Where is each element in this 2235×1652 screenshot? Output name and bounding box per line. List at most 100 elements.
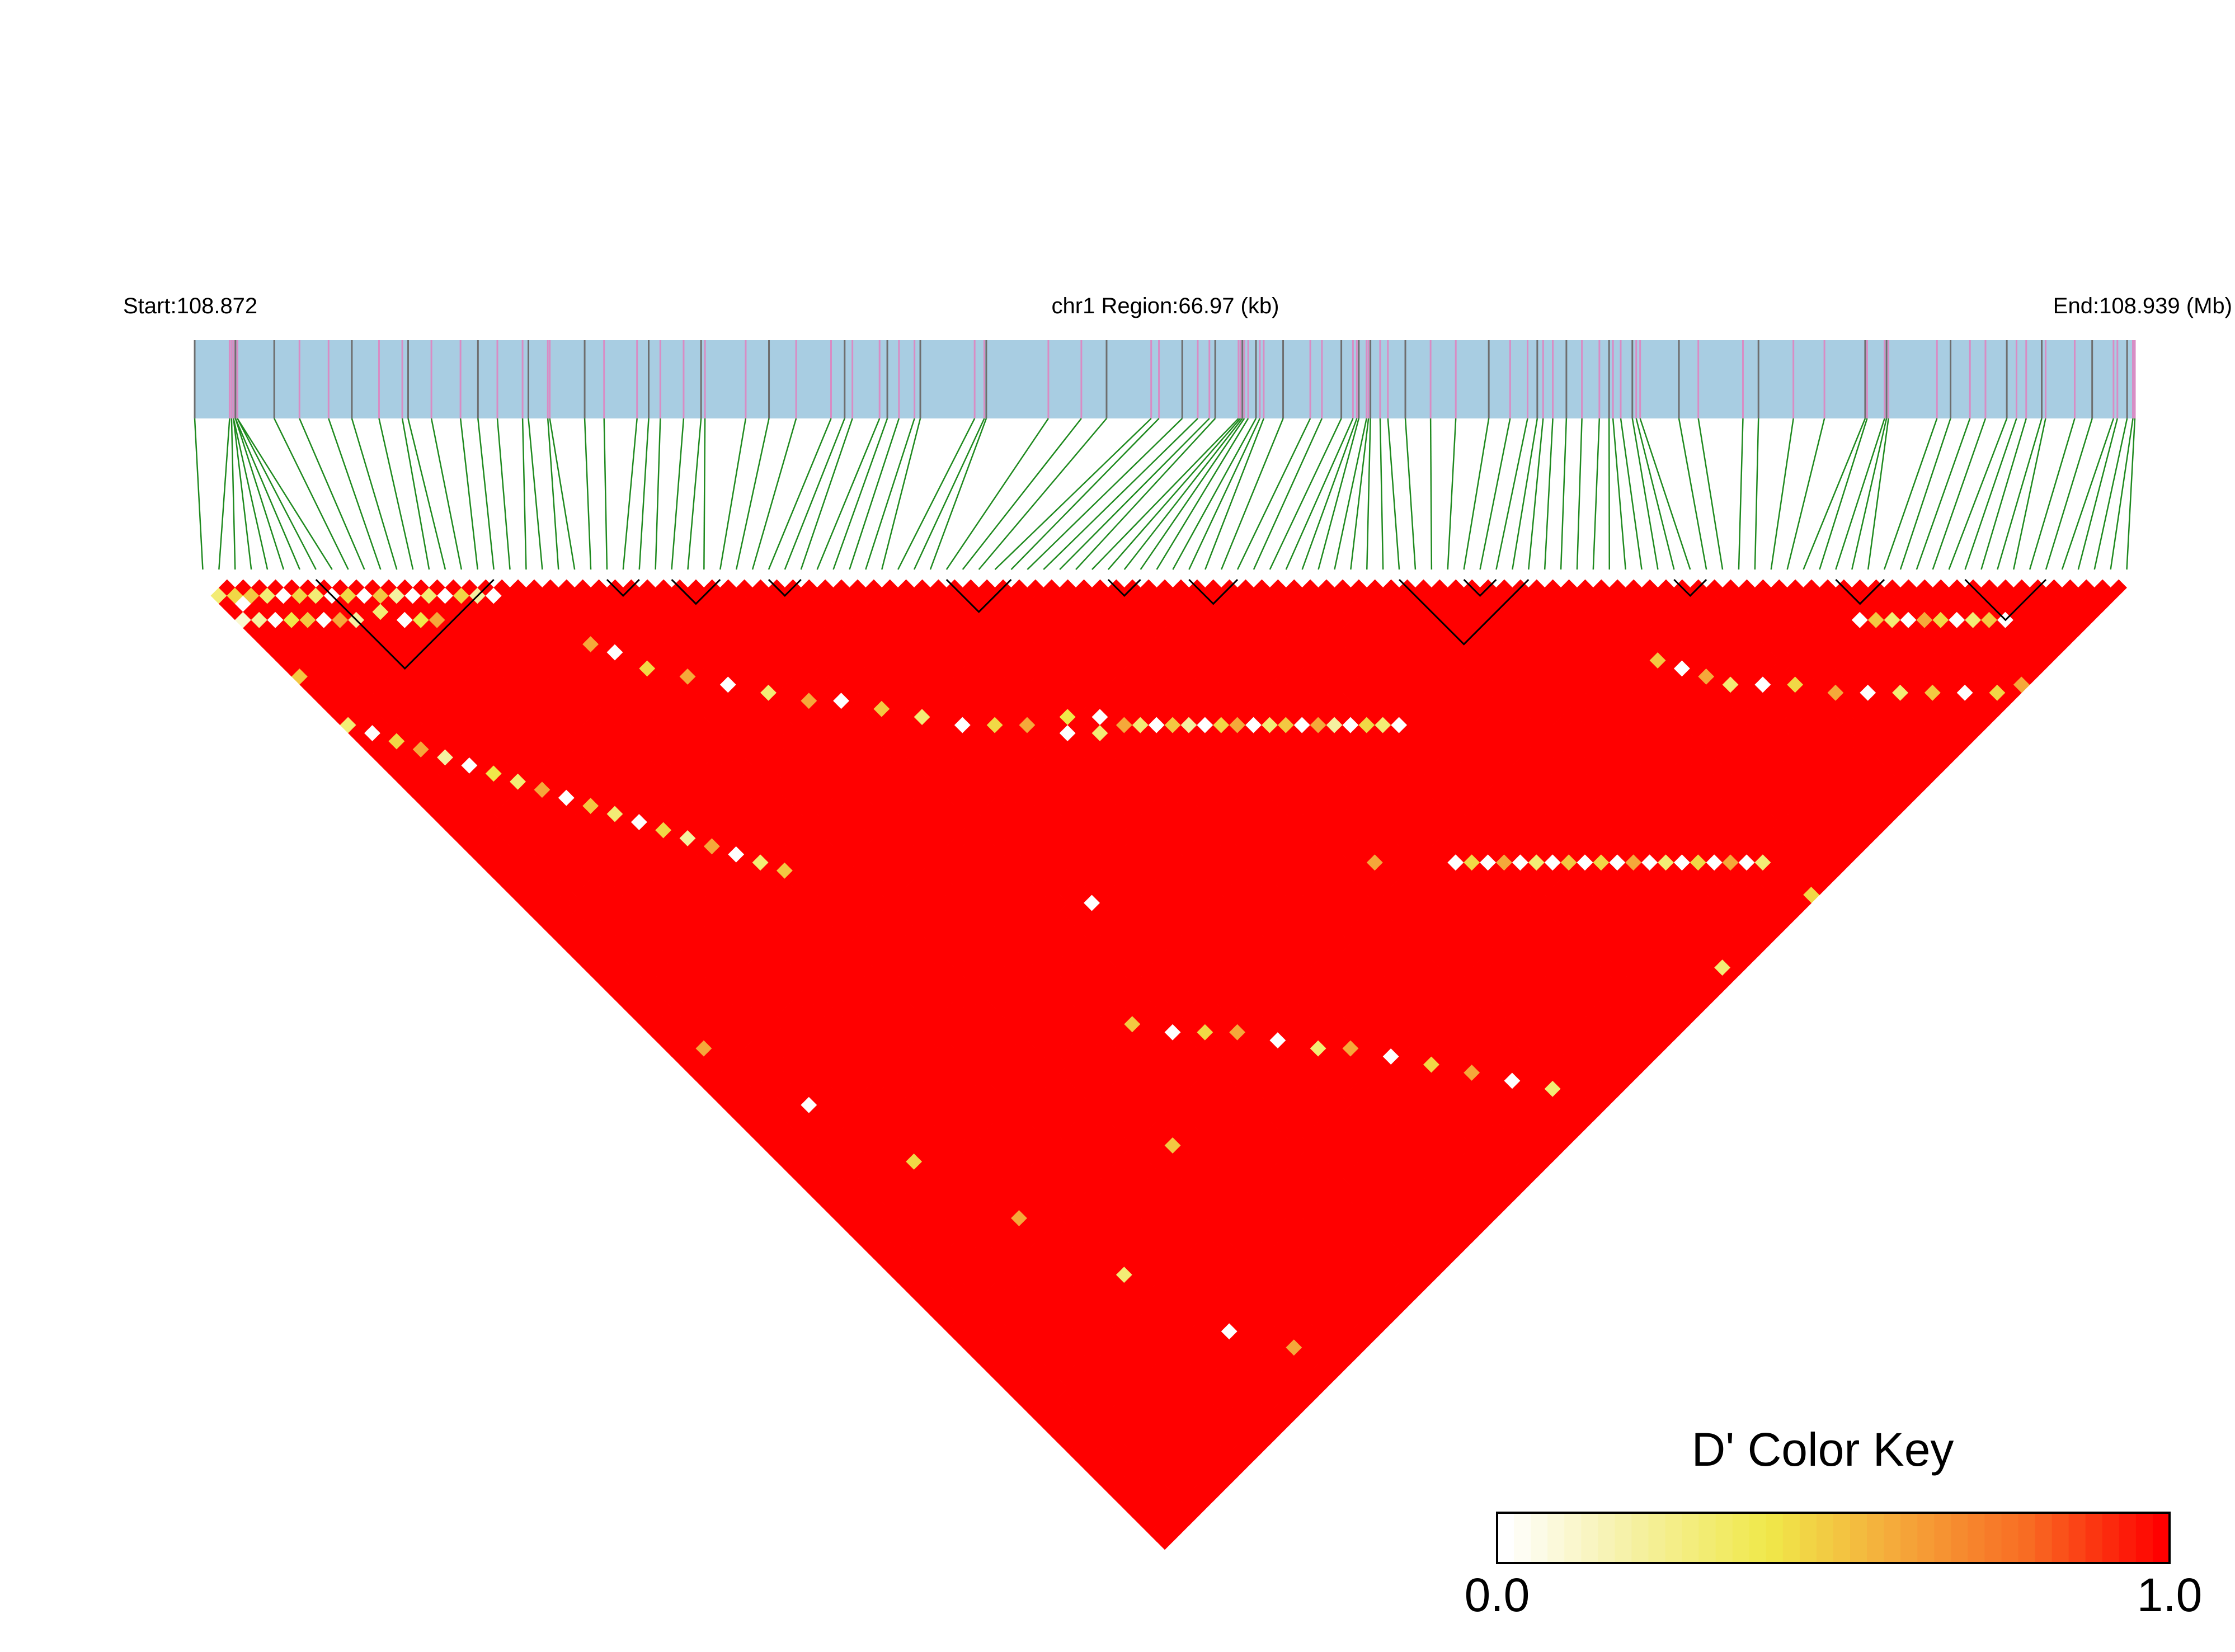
snp-connector <box>1754 418 1759 570</box>
snp-connector <box>1980 418 2027 570</box>
snp-connector <box>1318 418 1360 570</box>
snp-connector <box>234 418 300 570</box>
snp-connector <box>1592 418 1601 570</box>
snp-connector <box>1387 418 1400 570</box>
snp-connector <box>218 418 230 570</box>
snp-connector <box>1447 418 1457 570</box>
snp-connector <box>1883 418 1938 570</box>
snp-connector <box>800 418 853 570</box>
snp-connector <box>1639 418 1691 570</box>
snp-connector <box>603 418 608 570</box>
snp-connector <box>1059 418 1210 570</box>
snp-connector <box>751 418 797 570</box>
snp-connector <box>1107 418 1241 570</box>
snp-track <box>194 340 2136 418</box>
snp-connector <box>1528 418 1544 570</box>
snp-connector <box>274 418 349 570</box>
ld-matrix <box>203 579 2127 1550</box>
snp-connector <box>1635 418 1675 570</box>
snp-connector <box>194 418 204 570</box>
snp-connector <box>237 418 333 570</box>
snp-connector <box>299 418 365 570</box>
snp-connector <box>719 418 747 570</box>
snp-connector <box>547 418 559 570</box>
snp-connector <box>945 418 1049 570</box>
snp-connector <box>1612 418 1626 570</box>
snp-connector <box>2126 418 2136 570</box>
snp-connector <box>1220 418 1284 570</box>
snp-connector <box>1204 418 1265 570</box>
snp-connector <box>1379 418 1384 570</box>
snp-connector <box>233 418 269 570</box>
snp-connector <box>328 418 382 570</box>
snp-connector <box>1738 418 1744 570</box>
snp-connector <box>832 418 888 570</box>
snp-connector <box>2045 418 2093 570</box>
snp-connector <box>1463 418 1490 570</box>
snp-connector <box>430 418 463 570</box>
snp-connector <box>1620 418 1643 570</box>
snp-connector <box>2110 418 2134 570</box>
snp-connector <box>528 418 543 570</box>
snp-connector <box>459 418 478 570</box>
snp-connector <box>1948 418 2008 570</box>
snp-connector <box>2029 418 2076 570</box>
snp-connector <box>1899 418 1951 570</box>
start-label: Start:108.872 <box>123 294 257 318</box>
snp-connector <box>1560 418 1568 570</box>
snp-connector <box>1608 418 1610 570</box>
snp-connector <box>1819 418 1868 570</box>
snp-connector <box>234 418 285 570</box>
snp-connector <box>233 418 252 570</box>
snp-connector <box>1253 418 1323 570</box>
snp-connector <box>622 418 638 570</box>
snp-connector <box>1334 418 1367 570</box>
snp-connector <box>1576 418 1583 570</box>
snp-connector <box>816 418 881 570</box>
snp-connector <box>1156 418 1249 570</box>
snp-connector <box>735 418 770 570</box>
snp-connector <box>929 418 987 570</box>
snp-connector <box>2077 418 2118 570</box>
snp-connector <box>1366 418 1371 570</box>
snp-connector <box>378 418 414 570</box>
snp-connector <box>1404 418 1417 570</box>
snp-connector <box>1512 418 1538 570</box>
snp-connector <box>1043 418 1198 570</box>
snp-connector <box>994 418 1152 570</box>
snp-connector <box>1835 418 1885 570</box>
snp-connector <box>521 418 527 570</box>
snp-connector <box>1301 418 1358 570</box>
snp-connector <box>237 418 317 570</box>
snp-connector <box>1091 418 1239 570</box>
snp-connector <box>655 418 661 570</box>
snp-connector <box>2013 418 2046 570</box>
snp-connector <box>703 418 706 570</box>
snp-connector <box>849 418 900 570</box>
snp-connector <box>1269 418 1342 570</box>
snp-connector <box>401 418 430 570</box>
snp-connector <box>1631 418 1659 570</box>
snp-connector <box>1544 418 1554 570</box>
snp-connector <box>1350 418 1370 570</box>
snp-track-bar <box>195 340 2135 418</box>
snp-connector <box>897 418 976 570</box>
snp-connector <box>1140 418 1245 570</box>
snp-connector <box>913 418 985 570</box>
snp-connector <box>1285 418 1354 570</box>
snp-connector <box>638 418 650 570</box>
snp-connector <box>768 418 832 570</box>
region-label: chr1 Region:66.97 (kb) <box>1052 294 1279 318</box>
snp-connector <box>230 418 236 570</box>
snp-connector <box>1964 418 2017 570</box>
snp-connector <box>1851 418 1888 570</box>
snp-connector <box>1678 418 1707 570</box>
snp-connector <box>881 418 921 570</box>
snp-connector <box>1479 418 1511 570</box>
snp-connector <box>1770 418 1794 570</box>
snp-connector <box>1697 418 1724 570</box>
snp-connector <box>1495 418 1528 570</box>
snp-connector <box>351 418 398 570</box>
snp-connector <box>1429 418 1433 570</box>
snp-connector <box>1916 418 1971 570</box>
